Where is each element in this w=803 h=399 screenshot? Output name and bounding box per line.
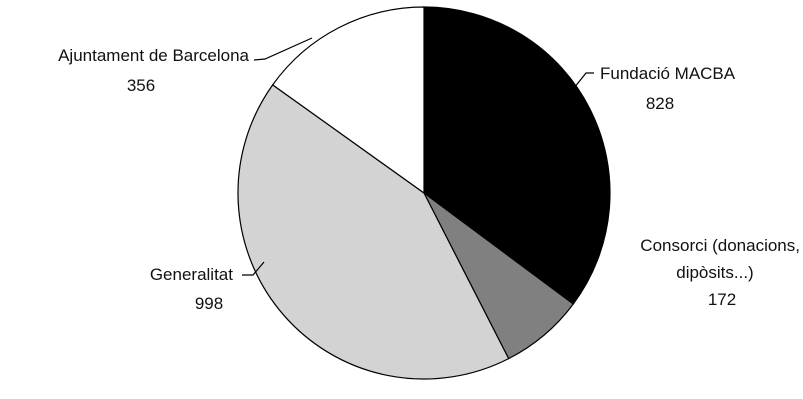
slice-label-1-line-1: dipòsits...) xyxy=(676,263,753,282)
pie-slice-0 xyxy=(423,6,611,305)
slice-value-label-2: 998 xyxy=(195,294,223,313)
slice-value-label-0: 828 xyxy=(646,94,674,113)
slices-layer xyxy=(237,6,611,380)
slice-label-3-line-0: Ajuntament de Barcelona xyxy=(58,46,249,65)
slice-label-0-line-0: Fundació MACBA xyxy=(600,64,736,83)
leader-line-2 xyxy=(242,261,265,276)
pie-slice-3 xyxy=(271,6,425,195)
leader-line-0 xyxy=(573,72,594,89)
slice-value-label-1: 172 xyxy=(708,290,736,309)
leader-line-1 xyxy=(559,225,598,246)
slice-label-2-line-0: Generalitat xyxy=(150,265,233,284)
pie-slice-2 xyxy=(237,84,510,380)
labels-layer: Fundació MACBA 828 Consorci (donacions, dip… xyxy=(58,46,800,313)
leader-line-3 xyxy=(253,37,313,61)
slice-label-1-line-0: Consorci (donacions, xyxy=(640,236,800,255)
leader-lines-layer xyxy=(242,37,598,276)
slice-value-label-3: 356 xyxy=(127,76,155,95)
